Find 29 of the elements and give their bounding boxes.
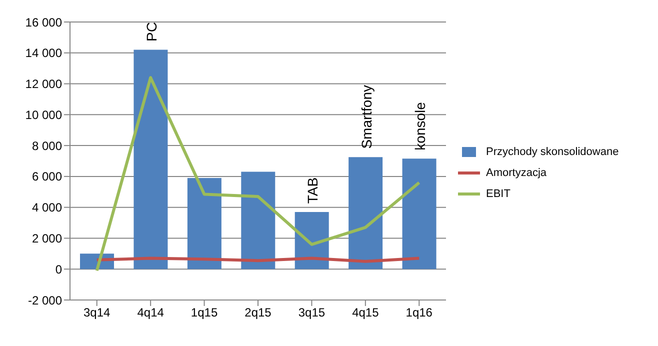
bar (348, 157, 383, 270)
x-tick-label: 1q16 (406, 306, 433, 320)
x-tick-label: 3q15 (298, 306, 326, 320)
x-tick-label: 3q14 (84, 306, 111, 320)
legend-label: Przychody skonsolidowane (486, 146, 619, 158)
annotation: PC (144, 22, 160, 42)
x-tick-label: 4q14 (137, 306, 164, 320)
legend-label: Amortyzacja (486, 167, 547, 179)
y-tick-label: 16 000 (25, 15, 62, 30)
y-tick-label: 10 000 (25, 108, 62, 122)
y-tick-label: -2 000 (28, 293, 62, 308)
annotation: Smartfony (358, 84, 374, 149)
y-tick-label: 2 000 (32, 231, 62, 246)
bar (187, 178, 222, 270)
x-tick-label: 4q15 (352, 306, 380, 320)
annotation: TAB (304, 177, 321, 204)
bar (134, 50, 168, 270)
y-tick-label: 0 (55, 262, 62, 276)
x-tick-label: 1q15 (190, 306, 218, 320)
annotation: konsole (412, 102, 428, 150)
y-tick-label: 6 000 (32, 170, 62, 184)
bar (241, 172, 276, 270)
bar (402, 158, 436, 270)
legend-label: EBIT (486, 188, 510, 200)
y-tick-label: 8 000 (32, 138, 62, 153)
x-tick-label: 2q15 (244, 306, 272, 320)
y-tick-label: 14 000 (25, 46, 62, 60)
y-tick-label: 12 000 (25, 77, 62, 92)
y-tick-label: 4 000 (32, 200, 62, 215)
